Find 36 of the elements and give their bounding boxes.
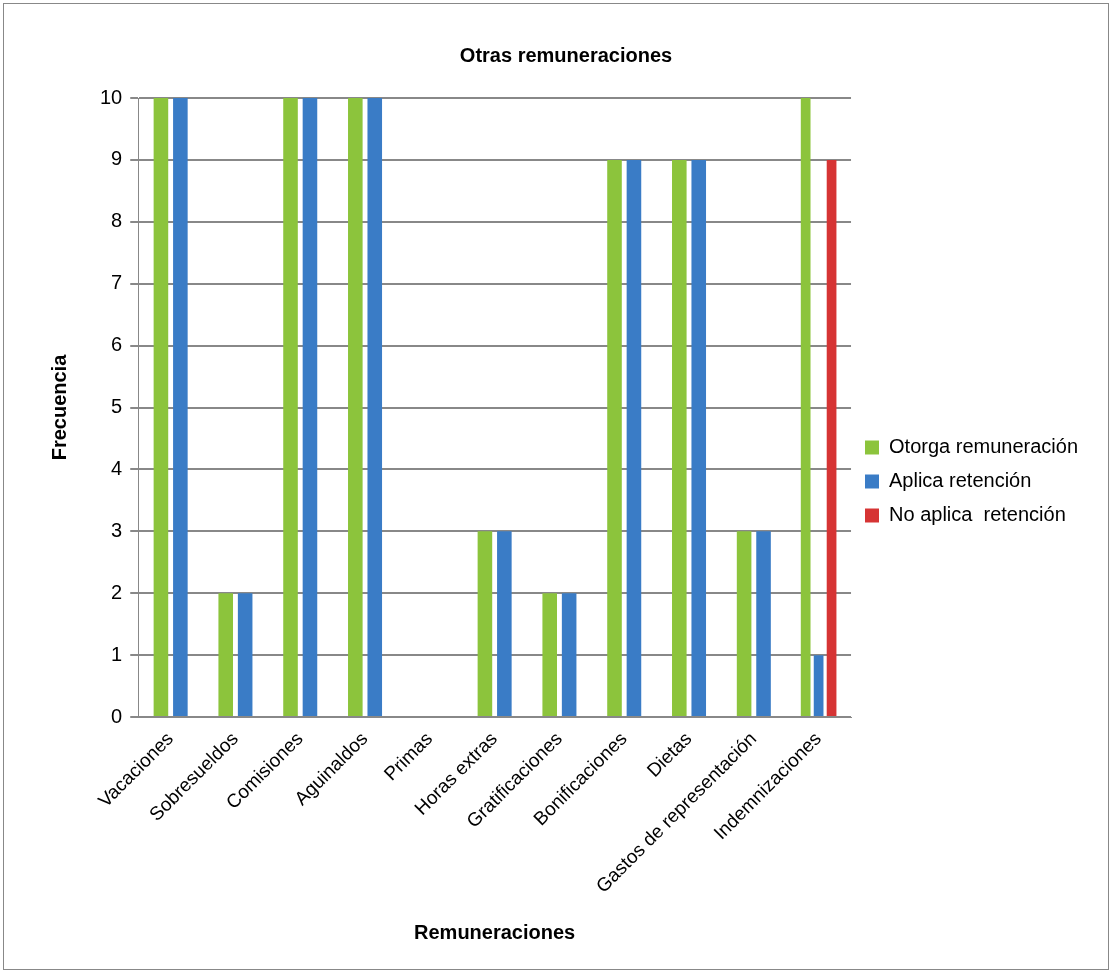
bar bbox=[477, 531, 493, 717]
y-tick-label: 2 bbox=[111, 580, 123, 603]
y-tick-label: 10 bbox=[100, 85, 123, 108]
y-tick-label: 7 bbox=[111, 271, 123, 294]
y-tick-label: 4 bbox=[111, 456, 123, 479]
bar bbox=[283, 98, 298, 717]
bar bbox=[237, 593, 253, 717]
bar bbox=[561, 593, 577, 717]
y-axis-title: Frecuencia bbox=[47, 353, 70, 461]
legend-label: No aplica retención bbox=[889, 503, 1066, 526]
bar bbox=[691, 159, 707, 717]
bar bbox=[826, 159, 837, 717]
x-axis-title: Remuneraciones bbox=[414, 920, 576, 943]
bar bbox=[218, 593, 234, 717]
y-tick-label: 3 bbox=[111, 518, 123, 541]
chart-title: Otras remuneraciones bbox=[459, 43, 673, 66]
y-tick-label: 5 bbox=[111, 395, 123, 418]
y-tick-label: 9 bbox=[111, 147, 123, 170]
y-tick-label: 8 bbox=[111, 209, 123, 232]
bar bbox=[153, 98, 169, 717]
legend-label: Otorga remuneración bbox=[889, 435, 1078, 458]
y-tick-label: 1 bbox=[111, 642, 123, 665]
legend-label: Aplica retención bbox=[889, 469, 1032, 492]
bar bbox=[302, 98, 318, 717]
bar bbox=[756, 531, 771, 717]
bar bbox=[736, 531, 752, 717]
bar bbox=[348, 98, 363, 717]
bar bbox=[367, 98, 383, 717]
bar bbox=[173, 98, 188, 717]
y-tick-label: 6 bbox=[111, 333, 123, 356]
bar bbox=[607, 159, 622, 717]
y-tick-label: 0 bbox=[111, 704, 123, 727]
bar bbox=[497, 531, 512, 717]
bar bbox=[542, 593, 557, 717]
bar bbox=[626, 159, 642, 717]
bar bbox=[672, 159, 687, 717]
